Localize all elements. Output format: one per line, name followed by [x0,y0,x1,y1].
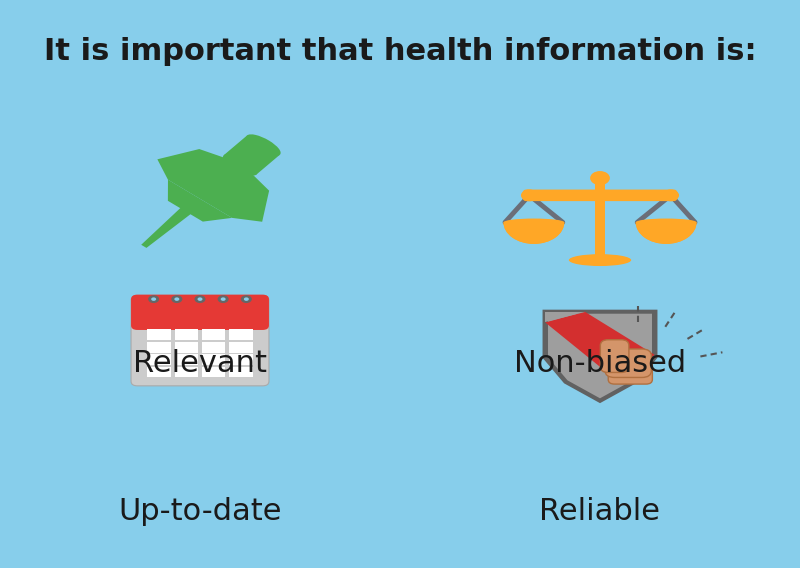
Bar [229,329,253,340]
Bar [174,354,198,365]
Circle shape [662,189,679,201]
Circle shape [241,295,252,303]
Circle shape [521,189,538,201]
Bar [138,312,262,325]
Circle shape [221,298,226,301]
FancyBboxPatch shape [131,296,269,386]
Text: Up-to-date: Up-to-date [118,496,282,526]
Polygon shape [546,312,585,323]
Bar [202,366,226,377]
Polygon shape [546,312,654,379]
Circle shape [148,295,159,303]
Ellipse shape [223,154,258,176]
Bar [229,366,253,377]
Wedge shape [636,222,697,244]
Polygon shape [217,155,256,182]
FancyBboxPatch shape [600,340,629,373]
Polygon shape [548,314,652,398]
Bar [174,342,198,353]
Polygon shape [158,149,269,222]
Bar [595,178,605,260]
Bar [229,342,253,353]
Ellipse shape [246,135,281,156]
Text: Non-biased: Non-biased [514,349,686,378]
Ellipse shape [569,254,631,266]
Ellipse shape [503,219,564,226]
FancyBboxPatch shape [131,295,269,330]
Bar [202,354,226,365]
Ellipse shape [636,219,697,226]
Circle shape [171,295,182,303]
Text: Relevant: Relevant [133,349,267,378]
Bar [202,342,226,353]
Circle shape [174,298,179,301]
Bar [147,342,171,353]
Polygon shape [224,135,280,174]
Bar [147,354,171,365]
Text: It is important that health information is:: It is important that health information … [44,36,756,66]
Circle shape [244,298,249,301]
Wedge shape [636,222,697,244]
Bar [174,366,198,377]
FancyBboxPatch shape [523,190,677,201]
Circle shape [198,298,202,301]
Circle shape [590,171,610,185]
Bar [147,366,171,377]
Circle shape [151,298,156,301]
Wedge shape [503,222,564,244]
Polygon shape [168,179,232,222]
Text: Reliable: Reliable [539,496,661,526]
Bar [202,329,226,340]
Circle shape [218,295,229,303]
Polygon shape [542,310,658,403]
Bar [229,354,253,365]
Circle shape [194,295,206,303]
Bar [174,329,198,340]
Polygon shape [142,206,193,248]
Wedge shape [503,222,564,244]
Bar [147,329,171,340]
FancyBboxPatch shape [605,349,651,378]
FancyBboxPatch shape [608,362,652,384]
